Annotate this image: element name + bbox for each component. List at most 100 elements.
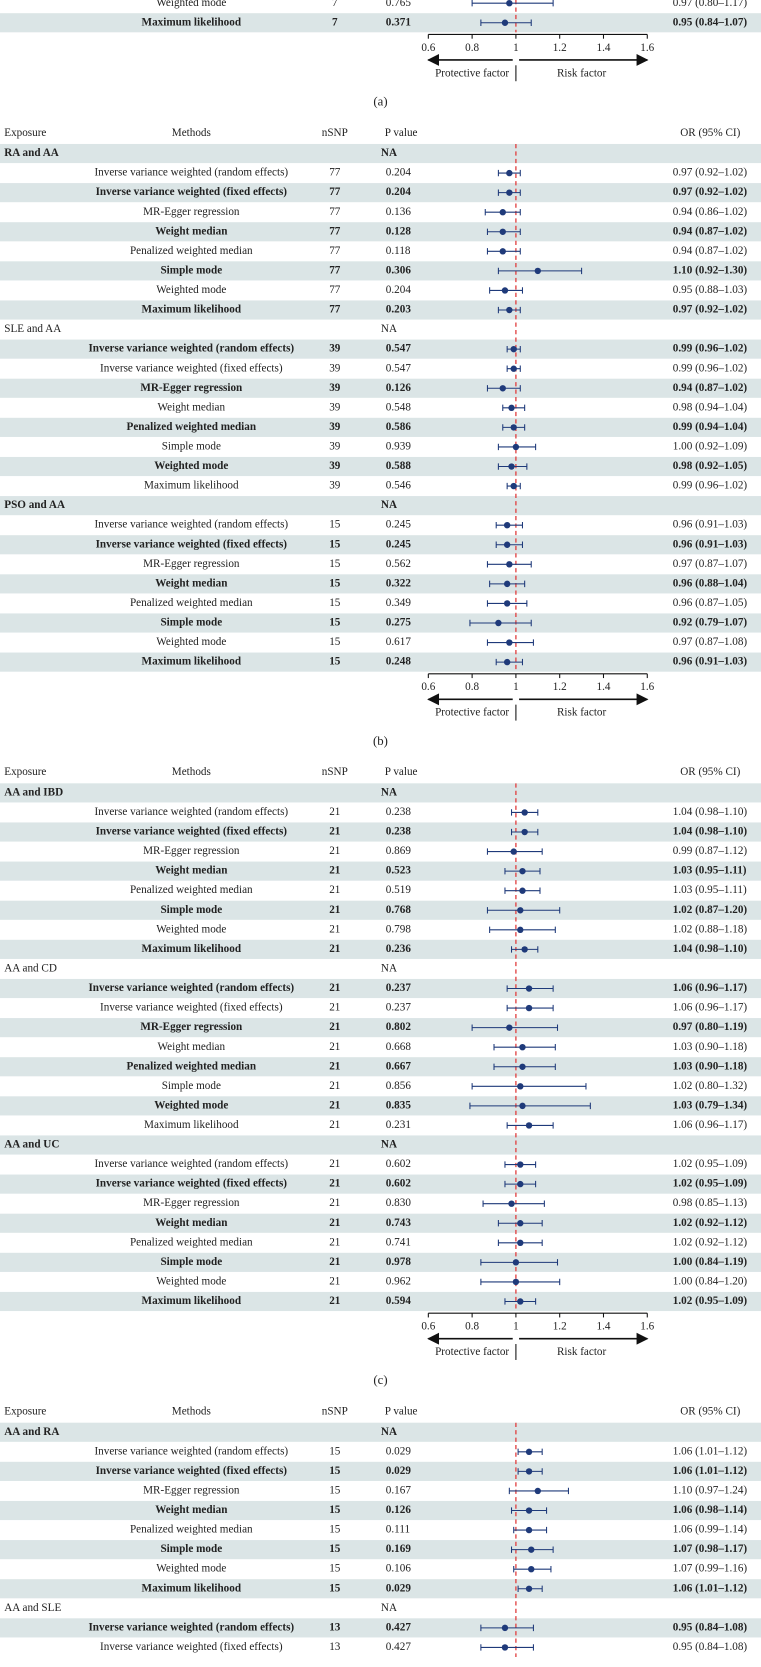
column-header: nSNP [322, 1406, 348, 1418]
p-value: 0.547 [386, 362, 412, 374]
p-value: 0.203 [386, 304, 412, 316]
ci-line [471, 1024, 559, 1031]
left-label: Protective factor [435, 1346, 509, 1358]
or-point [525, 1507, 533, 1514]
p-value: 0.275 [386, 617, 412, 629]
row-stripe [0, 1461, 761, 1481]
row-stripe [0, 535, 761, 555]
x-tick-label: 1.4 [597, 42, 611, 54]
nsnp: 21 [329, 1197, 340, 1209]
p-value: 0.371 [386, 16, 411, 28]
or-label: 0.94 (0.86–1.02) [673, 206, 748, 218]
column-header: P value [385, 766, 418, 778]
nsnp: 21 [329, 1041, 340, 1053]
or-point [510, 424, 517, 431]
or-point [499, 228, 506, 235]
or-label: 0.97 (0.80–1.17) [673, 0, 748, 9]
nsnp: 77 [329, 264, 341, 276]
or-point [525, 1585, 533, 1592]
or-point [517, 1083, 524, 1090]
or-point [495, 619, 502, 627]
method: Penalized weighted median [127, 1060, 257, 1072]
method: Penalized weighted median [130, 245, 253, 257]
nsnp: 13 [329, 1621, 341, 1633]
or-label: 0.96 (0.91–1.03) [673, 538, 748, 550]
p-value: 0.519 [386, 884, 412, 896]
nsnp: 15 [329, 577, 341, 589]
p-value: 0.586 [386, 421, 412, 433]
or-label: 1.06 (0.98–1.14) [673, 1504, 748, 1516]
column-header: nSNP [322, 766, 348, 778]
method: Weighted mode [154, 460, 228, 472]
or-label: 1.10 (0.97–1.24) [673, 1485, 748, 1497]
right-label: Risk factor [557, 707, 607, 719]
x-tick-label: 1.6 [640, 42, 654, 54]
or-point [501, 19, 509, 26]
nsnp: 77 [329, 245, 341, 257]
p-value: 0.427 [386, 1621, 412, 1633]
x-tick-label: 1.2 [553, 42, 567, 54]
group-name: AA and RA [4, 1426, 59, 1438]
row-stripe [0, 652, 761, 672]
nsnp: 21 [329, 1275, 340, 1287]
nsnp: 15 [329, 1543, 341, 1555]
row-stripe [0, 1174, 761, 1194]
row-stripe [0, 496, 761, 516]
nsnp: 21 [329, 923, 340, 935]
or-label: 1.06 (0.99–1.14) [673, 1524, 748, 1536]
or-point [499, 248, 506, 255]
method: Inverse variance weighted (random effect… [94, 1158, 288, 1170]
or-point [517, 926, 524, 934]
p-value: 0.617 [386, 636, 412, 648]
or-point [519, 867, 526, 875]
row-stripe [0, 900, 761, 920]
method: Maximum likelihood [142, 943, 242, 955]
or-label: 1.02 (0.95–1.09) [673, 1178, 748, 1190]
or-label: 0.99 (0.94–1.04) [673, 421, 748, 433]
or-point [521, 809, 528, 816]
left-label: Protective factor [435, 707, 509, 719]
row-stripe [0, 978, 761, 999]
x-tick-label: 1.2 [553, 1321, 567, 1333]
p-value: 0.523 [386, 865, 412, 877]
nsnp: 21 [329, 1080, 340, 1092]
x-tick-label: 1 [513, 42, 519, 54]
nsnp: 7 [332, 0, 338, 9]
method: Penalized weighted median [127, 421, 257, 433]
or-label: 1.04 (0.98–1.10) [673, 806, 748, 818]
p-value: 0.118 [386, 245, 411, 257]
nsnp: 15 [329, 636, 341, 648]
x-tick-label: 1.4 [597, 1321, 611, 1333]
or-point [510, 365, 517, 372]
method: Simple mode [160, 1256, 222, 1268]
or-point [508, 404, 515, 412]
p-value: 0.136 [386, 206, 412, 218]
p-value: 0.765 [386, 0, 412, 9]
or-point [506, 169, 513, 177]
or-point [521, 828, 528, 836]
row-stripe [0, 222, 761, 242]
column-header: Methods [172, 1406, 211, 1418]
or-label: 0.97 (0.87–1.08) [673, 636, 748, 648]
or-label: 1.02 (0.92–1.12) [673, 1236, 748, 1248]
method: Inverse variance weighted (random effect… [88, 982, 294, 994]
method: MR-Egger regression [140, 382, 243, 394]
nsnp: 21 [329, 884, 340, 896]
or-label: 0.98 (0.85–1.13) [673, 1197, 748, 1209]
nsnp: 39 [329, 401, 341, 413]
or-point [508, 463, 515, 470]
column-header: OR (95% CI) [680, 1406, 740, 1418]
p-value: 0.869 [386, 845, 412, 857]
p-value: 0.238 [386, 826, 412, 838]
or-point [534, 267, 541, 275]
or-point [503, 522, 511, 529]
or-label: 1.03 (0.95–1.11) [673, 865, 747, 877]
or-point [517, 1161, 524, 1168]
or-label: 0.96 (0.87–1.05) [673, 597, 748, 609]
group-name: AA and SLE [4, 1602, 61, 1614]
row-stripe [0, 939, 761, 959]
row-stripe [0, 417, 761, 437]
or-label: 0.95 (0.88–1.03) [673, 284, 748, 296]
p-value: 0.029 [386, 1465, 412, 1477]
x-tick-label: 1.6 [640, 1321, 654, 1333]
